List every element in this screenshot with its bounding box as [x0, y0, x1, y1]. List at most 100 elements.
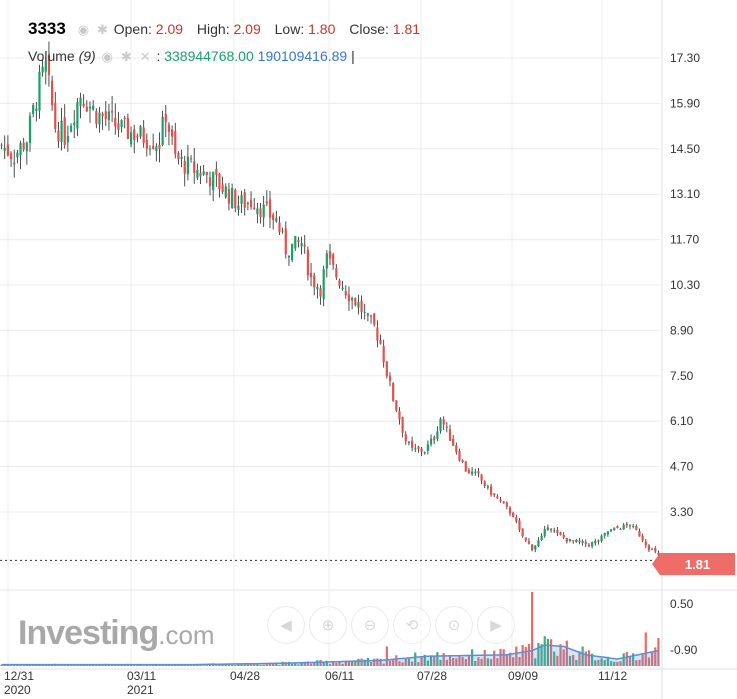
volume-bar	[455, 658, 458, 666]
volume-bar	[202, 665, 205, 666]
volume-bar	[136, 664, 139, 666]
price-tick-label: 17.30	[670, 51, 700, 65]
eye-icon[interactable]: ◉	[77, 22, 90, 37]
volume-bar	[51, 665, 54, 666]
candle	[622, 523, 625, 530]
candle	[448, 424, 452, 441]
candle	[44, 56, 47, 85]
candle	[309, 262, 313, 287]
volume-bar	[284, 662, 287, 666]
candle	[297, 236, 300, 248]
price-axis: 17.30 15.90 14.50 13.10 11.70 10.30 8.90 7.50 6.…	[670, 51, 700, 657]
arrow-right-icon[interactable]: ▶	[477, 606, 515, 644]
candle	[578, 538, 581, 545]
volume-bar	[439, 659, 442, 666]
volume-bar	[527, 643, 531, 666]
open-label: Open:	[113, 21, 152, 37]
candle	[158, 132, 161, 163]
volume-bar	[262, 664, 265, 666]
candle	[63, 104, 66, 149]
candle	[496, 494, 499, 499]
volume-bar	[471, 649, 474, 666]
volume-bar	[0, 664, 3, 666]
candle	[120, 119, 123, 133]
volume-ma-area	[0, 645, 660, 666]
volume-bar	[79, 665, 82, 666]
close-icon[interactable]: ✕	[139, 49, 151, 64]
volume-bar	[234, 664, 237, 666]
candle	[644, 538, 647, 549]
volume-bar	[622, 653, 625, 666]
volume-bar	[215, 665, 218, 666]
volume-bar	[38, 664, 41, 666]
candle	[625, 521, 628, 528]
price-tick-label: 8.90	[670, 323, 694, 337]
volume-bar	[578, 651, 581, 666]
candle	[22, 137, 25, 152]
gear-icon[interactable]: ✱	[120, 49, 132, 64]
volume-bar	[303, 661, 306, 666]
candle	[594, 538, 597, 546]
candle	[392, 382, 395, 402]
volume-bar	[489, 659, 493, 666]
volume-bar	[265, 664, 268, 666]
volume-bar	[395, 655, 398, 666]
volume-bar	[373, 658, 376, 666]
close-value: 1.81	[392, 21, 421, 37]
volume-bar	[543, 636, 546, 666]
candle	[423, 451, 426, 455]
zoom-reset-icon[interactable]: ⊙	[435, 606, 473, 644]
candle	[549, 528, 553, 533]
candle	[515, 514, 518, 524]
candle	[237, 195, 240, 216]
candle	[606, 531, 609, 537]
volume-bar	[540, 644, 543, 666]
open-value: 2.09	[155, 21, 184, 37]
volume-bar	[581, 646, 584, 666]
candle	[587, 543, 591, 548]
chart-nav-buttons: ◀ ⊕ ⊖ ⟲ ⊙ ▶	[267, 606, 515, 644]
volume-bar	[429, 655, 433, 666]
reset-icon[interactable]: ⟲	[393, 606, 431, 644]
volume-bar	[480, 658, 483, 666]
candle	[493, 493, 496, 498]
low-value: 1.80	[308, 21, 336, 37]
candle	[148, 145, 152, 156]
candle	[600, 534, 603, 543]
volume-bar	[467, 655, 471, 666]
candle	[502, 501, 505, 504]
eye-icon[interactable]: ◉	[101, 49, 113, 64]
price-tick-label: 10.30	[670, 278, 700, 292]
candle	[325, 250, 328, 278]
candle	[0, 143, 3, 150]
zoom-in-icon[interactable]: ⊕	[309, 606, 347, 644]
volume-bar	[546, 638, 549, 666]
volume-bar	[398, 661, 401, 666]
candle	[3, 135, 6, 160]
volume-bar	[224, 664, 227, 666]
volume-bar	[3, 664, 6, 666]
volume-bar	[477, 657, 480, 666]
candle	[404, 431, 407, 445]
candle	[521, 528, 524, 538]
symbol-label: 3333	[28, 19, 66, 38]
candle	[294, 235, 297, 251]
volume-bar	[385, 646, 388, 666]
volume-bar	[448, 656, 452, 666]
arrow-left-icon[interactable]: ◀	[267, 606, 305, 644]
volume-bar	[41, 665, 44, 666]
candle	[366, 312, 369, 322]
zoom-out-icon[interactable]: ⊖	[351, 606, 389, 644]
candle	[259, 202, 262, 224]
price-tick-label: 6.10	[670, 414, 694, 428]
volume-bar	[240, 663, 243, 666]
candle	[546, 524, 549, 531]
gear-icon[interactable]: ✱	[96, 22, 108, 37]
candle	[436, 426, 439, 442]
volume-bar	[651, 652, 654, 666]
volume-bar	[313, 663, 316, 666]
date-tick-label: 12/31	[4, 669, 34, 683]
candle	[161, 110, 164, 147]
